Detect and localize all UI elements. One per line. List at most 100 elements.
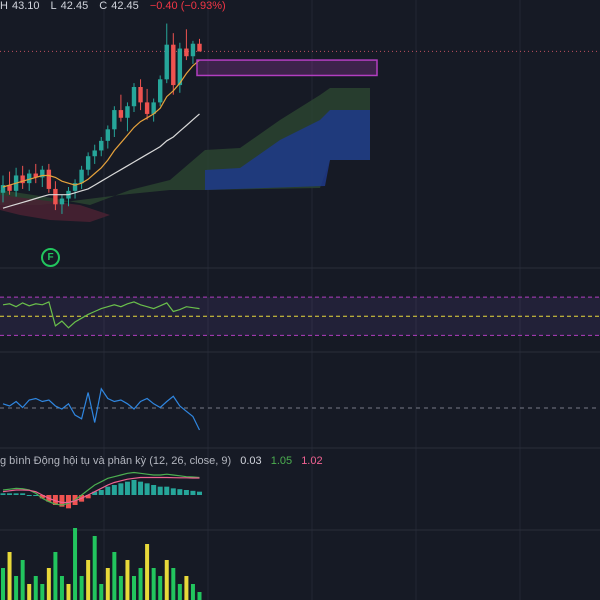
volume-bar	[14, 576, 19, 600]
volume-panel[interactable]	[1, 528, 202, 600]
macd-histogram-bar	[0, 493, 6, 495]
macd-histogram-bar	[111, 485, 117, 495]
low-number: 42.45	[60, 0, 89, 12]
low-value: L 42.45	[51, 0, 93, 12]
candle-body	[190, 43, 196, 57]
close-number: 42.45	[111, 0, 139, 12]
candle-body	[72, 183, 78, 191]
stochastic-panel[interactable]	[0, 387, 600, 431]
volume-bar	[132, 576, 136, 600]
macd-histogram-bar	[164, 486, 170, 495]
volume-bar	[184, 576, 189, 600]
volume-bar	[190, 584, 195, 600]
macd-histogram-bar	[177, 489, 183, 495]
candle-body	[0, 185, 6, 193]
volume-bar	[79, 576, 84, 600]
volume-bar	[197, 592, 202, 600]
candle-body	[158, 79, 163, 103]
volume-bar	[7, 552, 12, 600]
macd-legend: g bình Động hội tụ và phân kỳ (12, 26, c…	[0, 455, 323, 467]
macd-histogram-bar	[66, 495, 71, 509]
macd-value: 0.03	[240, 455, 262, 467]
volume-bar	[40, 584, 45, 600]
candle-body	[144, 102, 150, 114]
macd-histogram-bar	[170, 488, 176, 495]
volume-bar	[66, 584, 71, 600]
candle-body	[20, 175, 25, 184]
macd-histogram-bar	[118, 483, 124, 495]
candle-body	[85, 156, 91, 170]
volume-bar	[27, 584, 32, 600]
moving-average-fast-line	[2, 59, 200, 188]
moving-average-slow-line	[2, 113, 200, 209]
candle-body	[53, 188, 58, 205]
low-label: L	[50, 0, 57, 12]
price-panel[interactable]	[0, 23, 600, 214]
high-label: H	[0, 0, 8, 12]
macd-histogram-bar	[39, 495, 45, 499]
candle-body	[40, 169, 45, 178]
macd-histogram-bar	[151, 485, 157, 495]
macd-histogram-bar	[105, 486, 111, 495]
candle-body	[184, 48, 189, 57]
financial-event-badge[interactable]: F	[41, 248, 60, 267]
volume-bar	[46, 568, 51, 600]
signal-value: 1.05	[270, 455, 293, 467]
candle-body	[79, 169, 84, 184]
volume-bar	[145, 544, 150, 600]
candle-body	[118, 110, 124, 118]
change-value: −0.40 (−0.93%)	[149, 0, 226, 12]
macd-signal-line	[2, 476, 200, 504]
candle-body	[105, 129, 110, 141]
candle-body	[46, 169, 52, 189]
candle-body	[27, 173, 32, 184]
macd-histogram-bar	[157, 486, 163, 495]
price-zone-box	[196, 59, 378, 77]
macd-histogram-bar	[20, 493, 26, 495]
macd-histogram-bar	[98, 490, 104, 495]
volume-bar	[1, 568, 5, 600]
cloud-blue-area	[205, 110, 370, 190]
volume-bar	[99, 584, 104, 600]
candle-body	[125, 106, 130, 118]
volume-bar	[105, 568, 110, 600]
rsi-panel[interactable]	[0, 296, 600, 336]
volume-bar	[177, 584, 182, 600]
macd-histogram-bar	[190, 490, 196, 495]
volume-bar	[158, 576, 163, 600]
volume-bar	[33, 576, 38, 600]
macd-histogram-bar	[52, 495, 58, 505]
candle-body	[59, 198, 65, 205]
candle-body	[7, 185, 12, 191]
macd-histogram-bar	[138, 481, 144, 495]
candle-body	[138, 87, 143, 103]
macd-panel[interactable]	[0, 471, 203, 509]
macd-histogram-bar	[92, 491, 98, 495]
volume-bar	[20, 560, 25, 600]
candle-body	[112, 110, 117, 130]
macd-histogram-bar	[124, 481, 130, 495]
ohlc-header: H 43.10 L 42.45 C 42.45 −0.40 (−0.93%)	[0, 0, 230, 12]
candle-body	[99, 140, 104, 151]
macd-histogram-bar	[144, 483, 150, 495]
rsi-band	[0, 297, 600, 336]
volume-bar	[171, 568, 176, 600]
volume-bar	[112, 552, 117, 600]
candle-body	[92, 150, 97, 157]
stochastic-line	[2, 387, 201, 431]
macd-line	[2, 471, 200, 506]
volume-bar	[125, 560, 130, 600]
candle-body	[171, 44, 176, 86]
volume-bar	[92, 536, 97, 600]
high-number: 43.10	[11, 0, 40, 12]
volume-bar	[53, 552, 58, 600]
macd-histogram-bar	[131, 480, 137, 495]
volume-bar	[86, 560, 91, 600]
close-value: C 42.45	[99, 0, 142, 12]
volume-bar	[59, 576, 64, 600]
macd-histogram-bar	[197, 491, 202, 495]
volume-bar	[118, 576, 123, 600]
macd-legend-title: g bình Động hội tụ và phân kỳ (12, 26, c…	[0, 455, 232, 467]
